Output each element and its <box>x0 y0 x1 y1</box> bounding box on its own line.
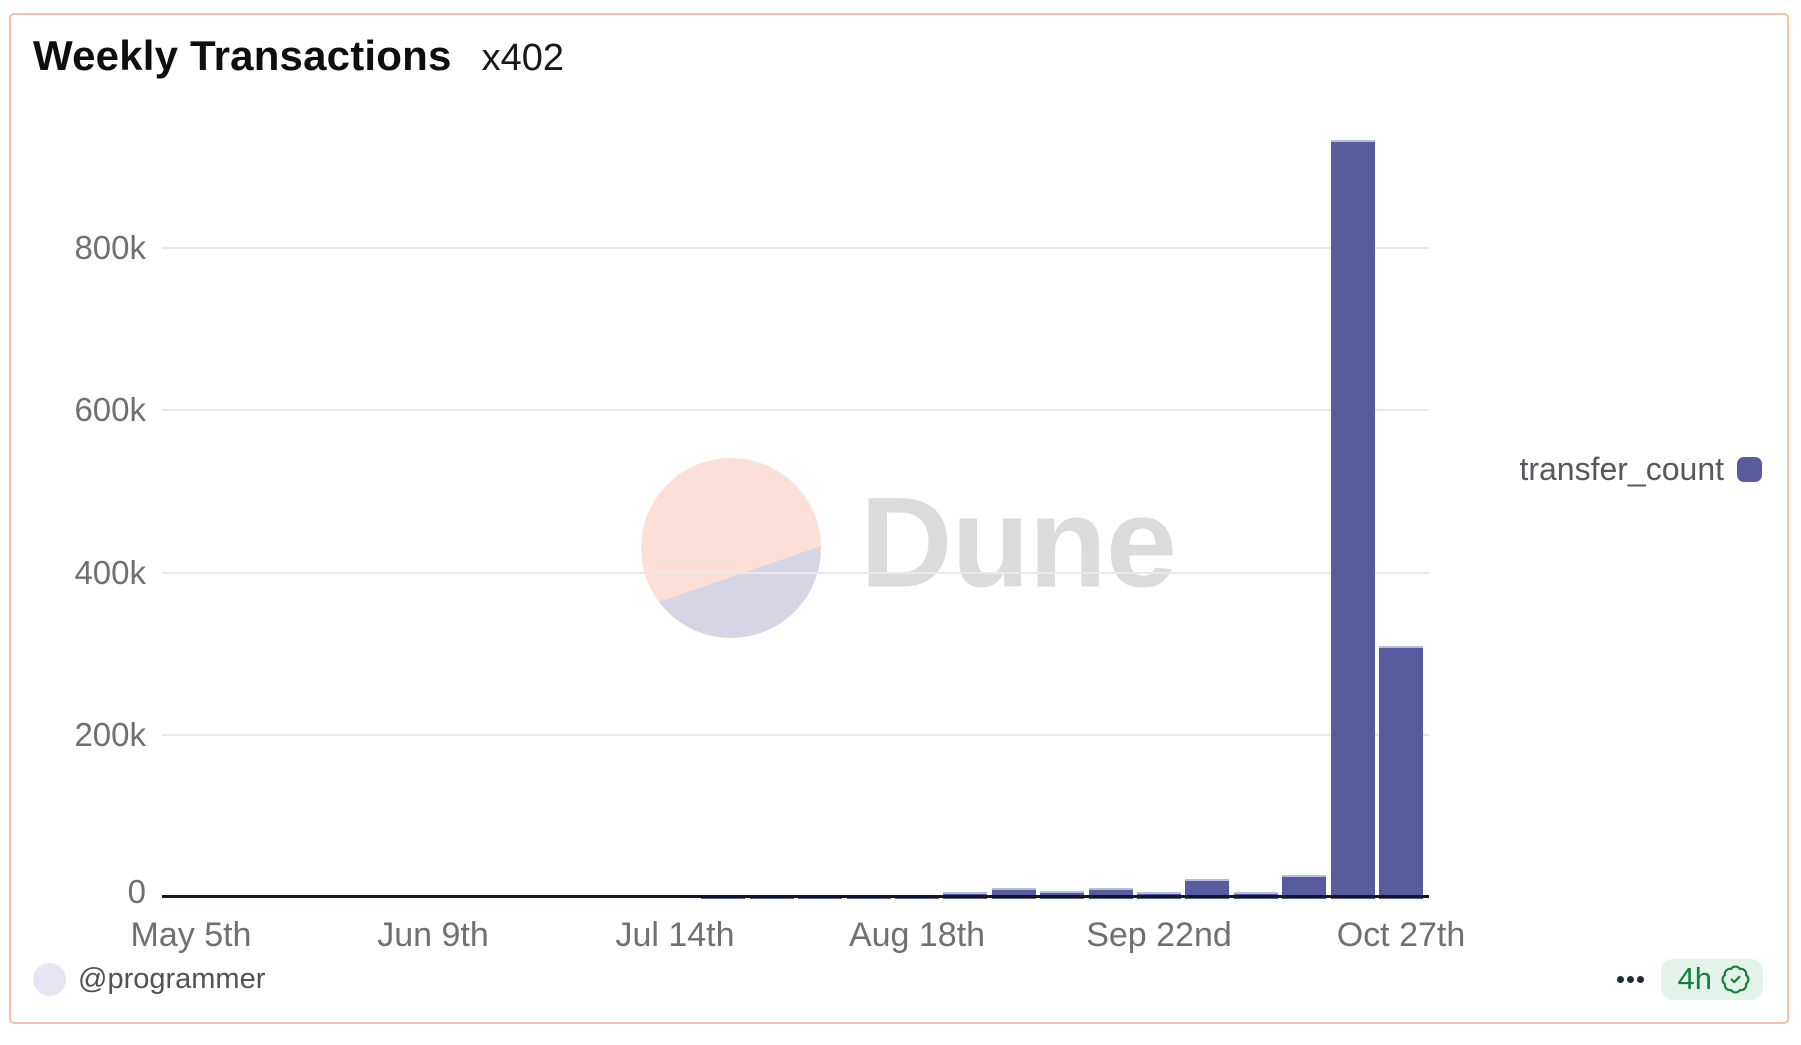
grid-line <box>162 409 1429 412</box>
bar-oct-27th[interactable] <box>1379 645 1423 899</box>
grid-line <box>162 247 1429 249</box>
chart-tag: x402 <box>481 37 564 79</box>
bar-sep-8th[interactable] <box>1040 890 1085 899</box>
x-axis-tick-label: Jun 9th <box>377 916 489 954</box>
x-axis-tick-label: Aug 18th <box>848 916 986 954</box>
x-axis-tick-label: Oct 27th <box>1336 916 1466 954</box>
data-freshness-badge[interactable]: 4h <box>1660 958 1763 1000</box>
ellipsis-icon <box>1626 975 1634 983</box>
dune-logo-icon[interactable] <box>641 458 821 638</box>
ellipsis-icon <box>1636 975 1644 983</box>
x-axis-tick-label: May 5th <box>130 916 252 954</box>
chart-header: Weekly Transactions x402 <box>33 32 564 80</box>
x-axis-tick-label: Jul 14th <box>615 916 735 954</box>
data-age: 4h <box>1677 961 1712 996</box>
chart-card <box>9 13 1789 1024</box>
grid-line <box>162 571 1429 574</box>
legend-label: transfer_count <box>1519 450 1724 487</box>
legend-swatch-icon <box>1737 456 1762 482</box>
bar-sep-29th[interactable] <box>1185 879 1230 899</box>
x-axis-line <box>162 895 1429 898</box>
y-axis-tick-label: 400k <box>74 553 146 591</box>
bar-oct-20th[interactable] <box>1330 140 1375 899</box>
grid-line <box>162 733 1429 736</box>
bar-oct-13th[interactable] <box>1282 875 1327 899</box>
ellipsis-icon <box>1616 975 1624 983</box>
x-axis-tick-label: Sep 22nd <box>1086 916 1232 954</box>
chart-title: Weekly Transactions <box>33 32 452 79</box>
y-axis-tick-label: 0 <box>127 873 146 910</box>
footer-actions: 4h <box>1616 957 1763 1001</box>
bar-sep-15th[interactable] <box>1088 888 1133 899</box>
more-options-button[interactable] <box>1616 970 1644 989</box>
y-axis-tick-label: 600k <box>74 391 146 429</box>
y-axis-tick-label: 800k <box>74 229 146 266</box>
badge-check-icon <box>1721 965 1750 994</box>
bar-sep-1st[interactable] <box>991 888 1036 899</box>
author-handle: @programmer <box>78 962 266 995</box>
y-axis-tick-label: 200k <box>74 715 146 753</box>
author-link[interactable]: @programmer <box>33 962 265 996</box>
chart-legend[interactable]: transfer_count <box>1519 450 1762 487</box>
avatar <box>33 962 66 996</box>
dune-watermark-text[interactable]: Dune <box>860 471 1177 615</box>
